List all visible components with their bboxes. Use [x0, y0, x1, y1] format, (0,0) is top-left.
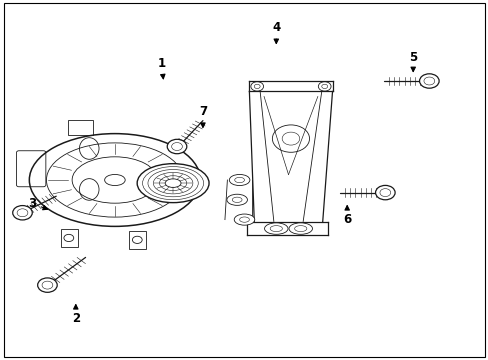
Text: 4: 4	[272, 21, 280, 44]
Ellipse shape	[229, 175, 249, 185]
Circle shape	[38, 278, 57, 292]
Ellipse shape	[264, 223, 287, 234]
Bar	[61, 229, 78, 247]
Text: 3: 3	[28, 197, 47, 210]
Circle shape	[375, 185, 394, 200]
Text: 6: 6	[343, 206, 350, 226]
Text: 2: 2	[72, 305, 80, 325]
Ellipse shape	[288, 223, 312, 234]
Circle shape	[167, 139, 186, 154]
Ellipse shape	[137, 164, 208, 203]
Bar	[68, 121, 93, 135]
Text: 5: 5	[408, 51, 416, 72]
Text: 7: 7	[199, 105, 206, 127]
Bar	[129, 231, 146, 249]
Circle shape	[13, 206, 32, 220]
Circle shape	[419, 74, 438, 88]
Text: 1: 1	[157, 57, 165, 79]
Ellipse shape	[226, 194, 247, 205]
Ellipse shape	[234, 214, 254, 225]
